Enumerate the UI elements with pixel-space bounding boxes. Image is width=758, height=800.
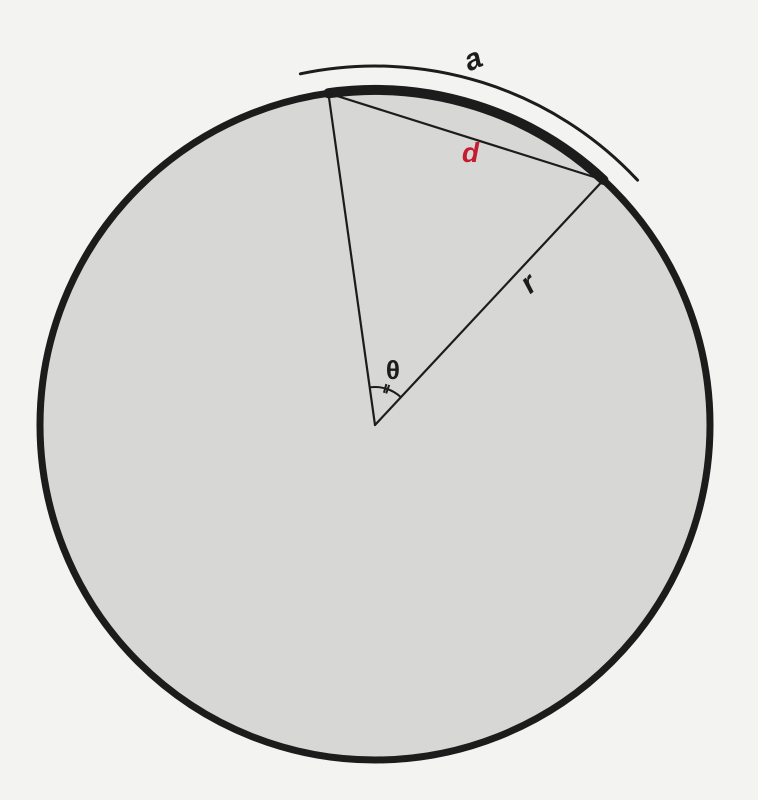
label-angle-theta: θ	[386, 355, 400, 386]
circle-diagram-svg	[0, 0, 758, 800]
label-chord-d: d	[462, 137, 479, 169]
diagram-stage: adrθ	[0, 0, 758, 800]
